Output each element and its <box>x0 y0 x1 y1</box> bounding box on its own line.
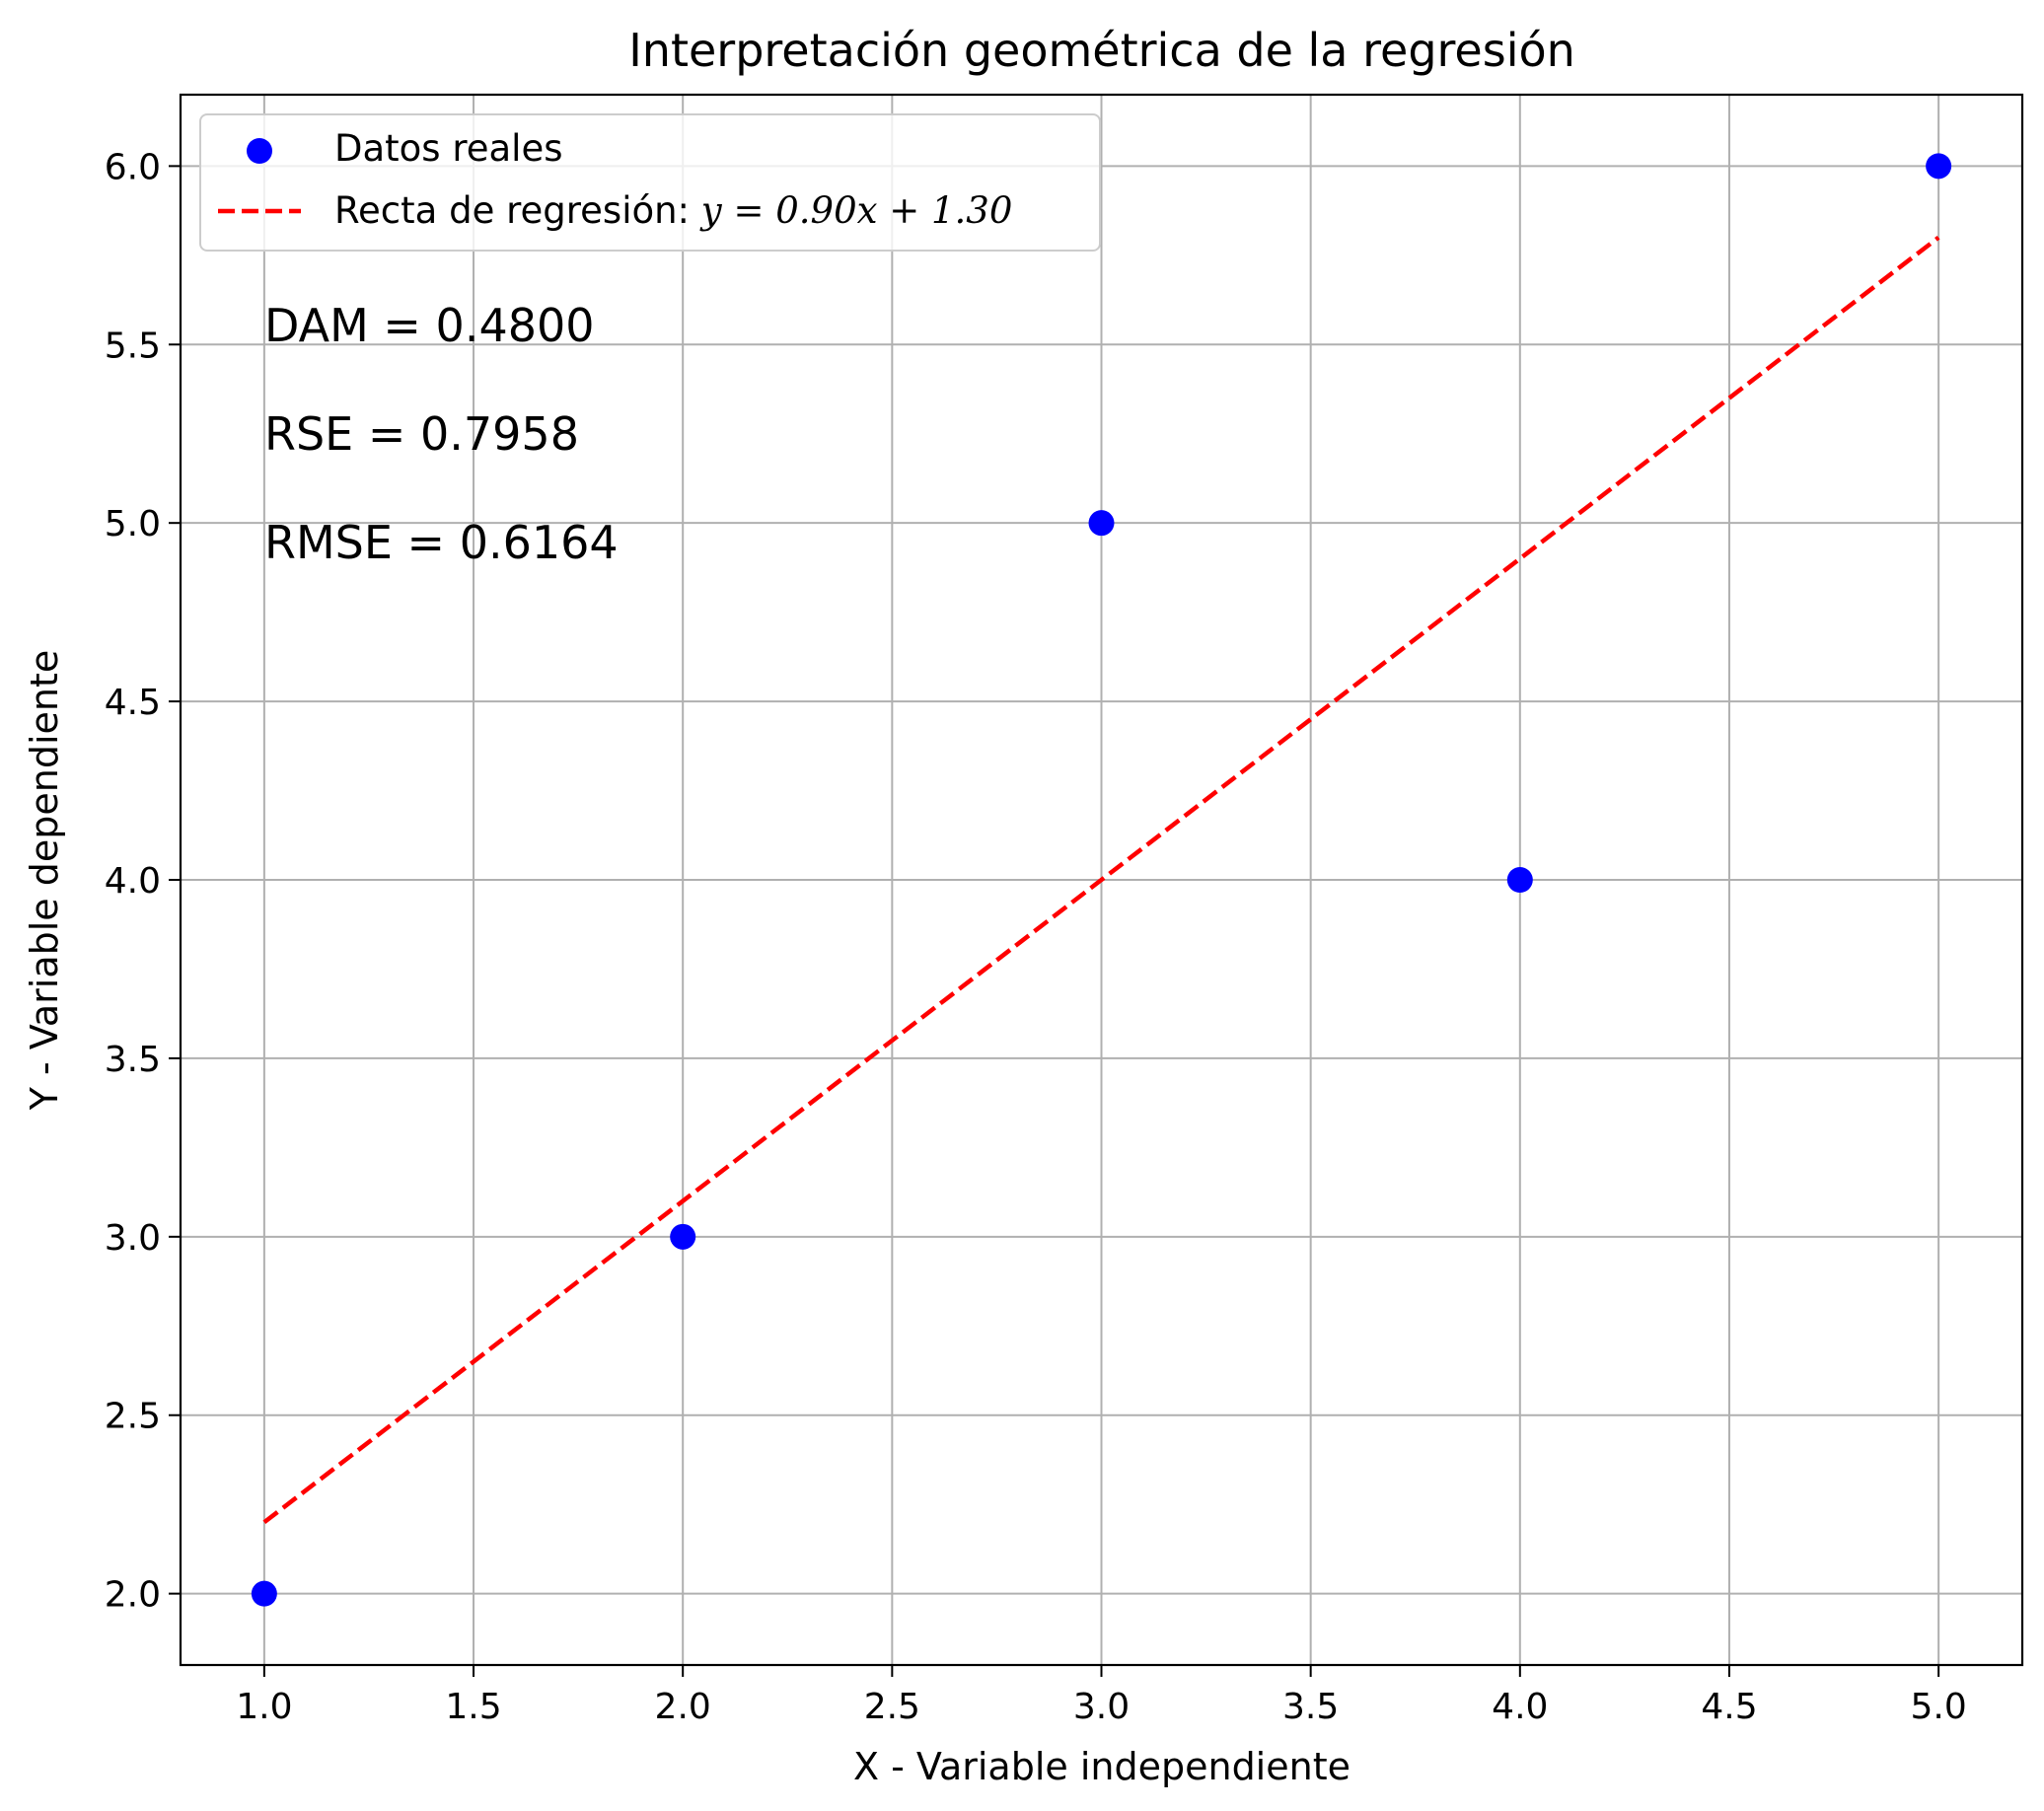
annotation-rmse: RMSE = 0.6164 <box>264 516 619 569</box>
y-axis-ticks: 2.0 2.5 3.0 3.5 4.0 4.5 5.0 5.5 6.0 <box>105 147 181 1616</box>
y-tick-label: 2.5 <box>105 1397 161 1437</box>
scatter-points-layer <box>251 153 1952 1607</box>
data-point <box>1506 867 1533 893</box>
x-tick-label: 3.0 <box>1073 1687 1130 1727</box>
x-tick-label: 4.0 <box>1492 1687 1548 1727</box>
x-tick-label: 3.5 <box>1282 1687 1339 1727</box>
legend-label-regression: Recta de regresión: y = 0.90x + 1.30 <box>334 189 1012 232</box>
x-tick-label: 2.5 <box>864 1687 920 1727</box>
data-point <box>1088 510 1115 537</box>
data-point <box>251 1580 277 1607</box>
x-tick-label: 4.5 <box>1701 1687 1757 1727</box>
regression-line <box>262 235 1940 1525</box>
y-axis-label: Y - Variable dependiente <box>23 650 66 1112</box>
annotation-rse: RSE = 0.7958 <box>264 407 579 461</box>
legend-label-datos-reales: Datos reales <box>334 127 563 170</box>
chart-title: Interpretación geométrica de la regresió… <box>628 24 1575 77</box>
x-axis-ticks: 1.0 1.5 2.0 2.5 3.0 3.5 4.0 4.5 5.0 <box>236 1665 1967 1727</box>
x-tick-label: 1.0 <box>236 1687 292 1727</box>
y-tick-label: 5.0 <box>105 504 161 544</box>
regression-line-layer <box>262 235 1940 1525</box>
data-point <box>670 1223 696 1250</box>
y-tick-label: 3.5 <box>105 1040 161 1080</box>
y-tick-label: 4.0 <box>105 861 161 902</box>
legend-marker-scatter <box>247 138 272 164</box>
x-tick-label: 1.5 <box>445 1687 501 1727</box>
legend-box <box>199 113 1101 252</box>
legend-label-regression-equation: y = 0.90x + 1.30 <box>699 189 1013 232</box>
y-tick-label: 6.0 <box>105 147 161 187</box>
x-tick-label: 5.0 <box>1911 1687 1967 1727</box>
data-point <box>1926 153 1952 180</box>
x-axis-label: X - Variable independiente <box>853 1745 1350 1788</box>
x-tick-label: 2.0 <box>655 1687 711 1727</box>
y-tick-label: 3.0 <box>105 1218 161 1259</box>
legend-label-regression-text: Recta de regresión: <box>334 189 701 232</box>
y-tick-label: 4.5 <box>105 683 161 723</box>
annotation-dam: DAM = 0.4800 <box>264 299 595 352</box>
y-tick-label: 2.0 <box>105 1575 161 1616</box>
legend: Datos reales Recta de regresión: y = 0.9… <box>199 113 1101 252</box>
y-tick-label: 5.5 <box>105 326 161 366</box>
